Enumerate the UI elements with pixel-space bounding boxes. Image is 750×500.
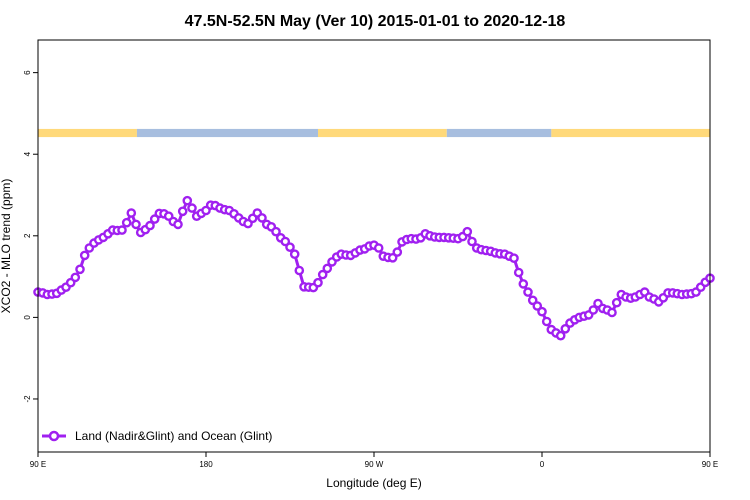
surface-band-land bbox=[551, 128, 710, 138]
chart-title: 47.5N-52.5N May (Ver 10) 2015-01-01 to 2… bbox=[185, 13, 566, 30]
data-point bbox=[541, 316, 552, 327]
data-point bbox=[131, 219, 141, 230]
surface-band-ocean bbox=[136, 128, 318, 138]
surface-type-band bbox=[38, 128, 710, 138]
data-point bbox=[392, 247, 403, 257]
x-tick-label: 90 E bbox=[702, 460, 718, 469]
data-point bbox=[611, 297, 622, 308]
y-tick-label: 6 bbox=[23, 70, 32, 75]
data-point bbox=[588, 305, 599, 315]
y-tick-label: 4 bbox=[23, 151, 32, 156]
data-point bbox=[527, 295, 538, 306]
y-tick-label: 2 bbox=[23, 233, 32, 238]
data-point bbox=[467, 236, 477, 247]
x-tick-label: 180 bbox=[199, 460, 213, 469]
data-point bbox=[79, 250, 90, 261]
data-point bbox=[289, 249, 300, 259]
data-point bbox=[513, 267, 524, 278]
surface-band-land bbox=[38, 128, 137, 138]
data-point bbox=[285, 242, 295, 252]
data-point bbox=[294, 265, 305, 276]
y-tick-label: 0 bbox=[23, 315, 32, 320]
y-axis-label: XCO2 - MLO trend (ppm) bbox=[0, 179, 13, 314]
data-point bbox=[121, 217, 132, 228]
data-point bbox=[257, 213, 267, 223]
surface-band-ocean bbox=[446, 128, 552, 138]
y-tick-label: -2 bbox=[23, 395, 32, 403]
data-point bbox=[387, 252, 398, 263]
data-point bbox=[523, 287, 533, 297]
data-point bbox=[145, 220, 155, 231]
x-axis: 90 E 180 90 W 0 90 E bbox=[30, 452, 718, 469]
data-point bbox=[182, 195, 193, 206]
y-axis: -2 0 2 4 6 bbox=[23, 70, 38, 403]
x-tick-label: 0 bbox=[540, 460, 545, 469]
data-point bbox=[126, 208, 137, 218]
data-point bbox=[462, 226, 473, 237]
data-point bbox=[322, 263, 333, 274]
data-point bbox=[280, 236, 291, 247]
data-point bbox=[117, 225, 127, 235]
data-point bbox=[560, 323, 571, 334]
data-point bbox=[313, 277, 323, 288]
data-point bbox=[271, 226, 281, 237]
x-tick-label: 90 E bbox=[30, 460, 46, 469]
legend-label: Land (Nadir&Glint) and Ocean (Glint) bbox=[75, 429, 272, 443]
data-series bbox=[33, 195, 715, 341]
legend-marker-swatch bbox=[48, 430, 60, 442]
legend: Land (Nadir&Glint) and Ocean (Glint) bbox=[42, 429, 272, 443]
data-point bbox=[555, 330, 566, 341]
data-point bbox=[149, 214, 160, 224]
surface-band-land bbox=[318, 128, 447, 138]
data-point bbox=[373, 243, 384, 253]
data-point bbox=[70, 272, 81, 283]
data-point bbox=[532, 301, 543, 311]
data-point bbox=[187, 203, 197, 213]
data-point bbox=[173, 219, 183, 230]
data-point bbox=[75, 264, 85, 275]
x-axis-label: Longitude (deg E) bbox=[326, 476, 421, 490]
data-point bbox=[518, 279, 529, 289]
x-tick-label: 90 W bbox=[365, 460, 384, 469]
data-point bbox=[607, 307, 617, 318]
data-point bbox=[537, 306, 547, 317]
data-point bbox=[317, 269, 328, 280]
data-point bbox=[509, 253, 519, 264]
data-point bbox=[177, 206, 188, 217]
